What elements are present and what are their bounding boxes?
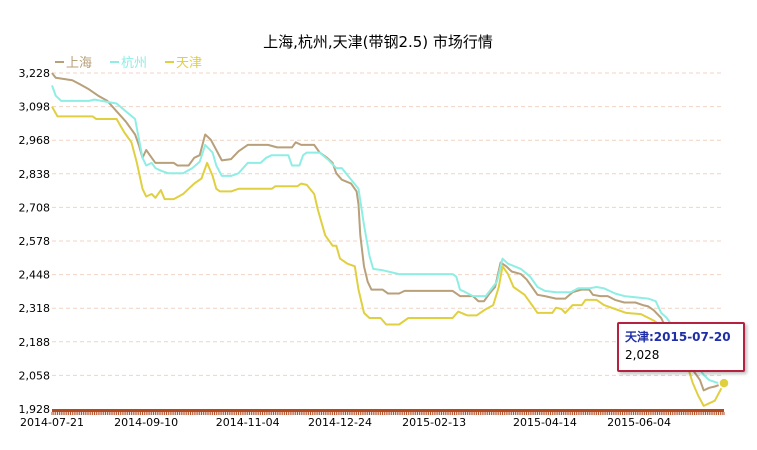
series-line-shanghai	[51, 72, 725, 392]
chart-title: 上海,杭州,天津(带钢2.5) 市场行情	[263, 33, 493, 51]
y-tick-label: 2,318	[19, 302, 51, 315]
legend-label-shanghai: 上海	[66, 56, 92, 71]
y-axis: 1,928 2,058 2,188 2,318 2,448 2,578 2,708 2,838…	[19, 67, 51, 416]
series-line-tianjin	[51, 106, 725, 407]
y-tick-label: 2,188	[19, 336, 51, 349]
y-tick-label: 2,578	[19, 235, 51, 248]
legend-label-hangzhou: 杭州	[121, 56, 147, 71]
x-tick-label: 2014-12-24	[308, 416, 372, 429]
series-lines	[51, 72, 725, 407]
y-tick-label: 3,228	[19, 67, 51, 80]
x-tick-label: 2014-11-04	[216, 416, 280, 429]
x-axis-line	[52, 409, 724, 412]
series-line-hangzhou	[51, 85, 725, 385]
tooltip: 天津:2015-07-20 2,028	[617, 322, 745, 372]
y-tick-label: 3,098	[19, 101, 51, 114]
y-tick-label: 2,708	[19, 201, 51, 214]
x-axis: 2014-07-21 2014-09-10 2014-11-04 2014-12-24…	[20, 409, 725, 429]
x-tick-label: 2015-04-14	[513, 416, 577, 429]
y-tick-label: 2,058	[19, 369, 51, 382]
y-tick-label: 2,968	[19, 134, 51, 147]
hover-marker	[718, 377, 730, 389]
legend-label-tianjin: 天津	[176, 56, 202, 71]
x-tick-label: 2014-07-21	[20, 416, 84, 429]
gridlines	[52, 72, 724, 376]
x-tick-label: 2014-09-10	[114, 416, 178, 429]
y-tick-label: 2,838	[19, 168, 51, 181]
y-tick-label: 1,928	[19, 403, 51, 416]
x-tick-label: 2015-02-13	[402, 416, 466, 429]
legend: 上海 杭州 天津	[55, 56, 202, 71]
tooltip-title: 天津:2015-07-20	[625, 330, 731, 344]
data-point-marker	[718, 377, 730, 389]
tooltip-value: 2,028	[625, 348, 660, 362]
y-tick-label: 2,448	[19, 269, 51, 282]
x-tick-label: 2015-06-04	[607, 416, 671, 429]
